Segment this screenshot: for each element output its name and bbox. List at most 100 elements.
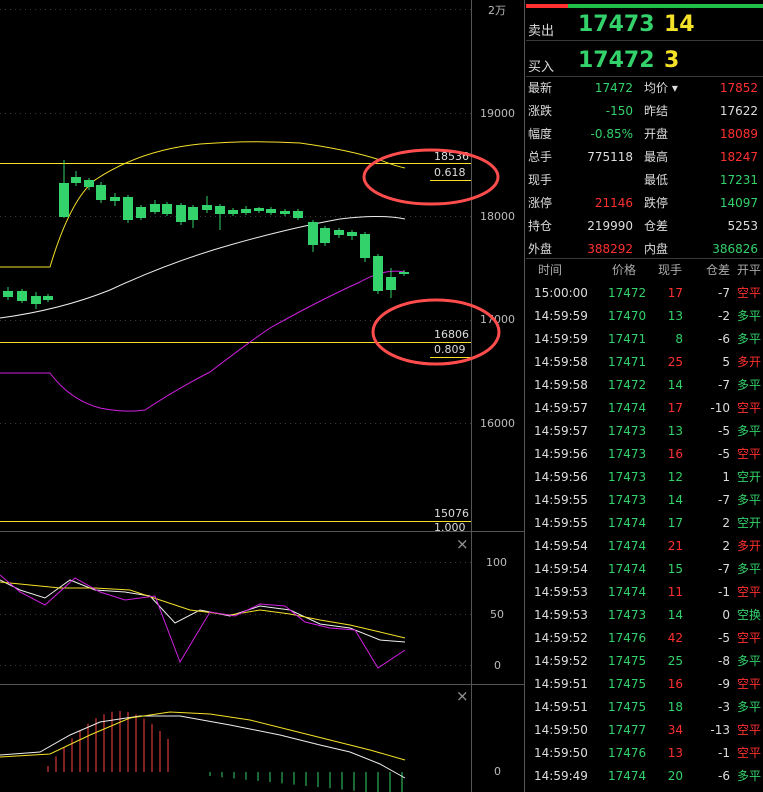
- fib-level-1000[interactable]: 15076 1.000: [0, 507, 471, 534]
- tick-price: 17474: [608, 562, 647, 576]
- stat-label: 持仓: [528, 219, 553, 233]
- tick-type: 空平: [737, 631, 762, 645]
- tick-time: 14:59:53: [534, 608, 588, 622]
- fib-level-0618[interactable]: 18536 0.618: [0, 150, 471, 181]
- tick-type: 多平: [737, 378, 762, 392]
- tick-diff: -6: [718, 769, 730, 783]
- tick-hand: 15: [667, 562, 683, 576]
- tick-row[interactable]: 14:59:57 17474 17 -10 空平: [526, 397, 763, 420]
- tick-row[interactable]: 14:59:54 17474 15 -7 多平: [526, 558, 763, 581]
- tick-time: 14:59:49: [534, 769, 588, 783]
- tick-type: 多开: [737, 355, 762, 369]
- tick-row[interactable]: 14:59:50 17476 13 -1 空平: [526, 742, 763, 765]
- tick-type: 多平: [737, 700, 762, 714]
- candle: [202, 196, 212, 213]
- fib-level-0809[interactable]: 16806 0.809: [0, 328, 471, 358]
- tick-diff: -1: [718, 585, 730, 599]
- tick-row[interactable]: 14:59:58 17471 25 5 多开: [526, 351, 763, 374]
- fib-ratio-label: 0.618: [434, 166, 466, 179]
- tick-row[interactable]: 14:59:50 17477 34 -13 空平: [526, 719, 763, 742]
- tick-hand: 16: [667, 447, 683, 461]
- buy-volume: 3: [664, 48, 680, 73]
- tick-price: 17475: [608, 677, 647, 691]
- stat-label: 开盘: [644, 127, 669, 141]
- tick-type: 多平: [737, 493, 762, 507]
- candle: [373, 254, 383, 294]
- candle: [266, 207, 276, 215]
- buy-quote-row[interactable]: 买入 17472 3: [526, 40, 763, 88]
- candle: [334, 228, 344, 238]
- tick-hand: 21: [667, 539, 683, 553]
- quote-panel: 卖出 17473 14 买入 17472 3 最新 17472 均价 ▾ 17852 涨…: [526, 0, 763, 792]
- stat-value: 17852: [719, 81, 758, 95]
- tick-time: 14:59:58: [534, 355, 588, 369]
- tick-hand: 20: [667, 769, 683, 783]
- tick-hand: 14: [667, 493, 683, 507]
- ticks-header: 时间 价格 现手 仓差 开平: [526, 260, 763, 280]
- tick-hand: 18: [667, 700, 683, 714]
- candle: [136, 205, 146, 220]
- header-type: 开平: [737, 263, 762, 277]
- tick-row[interactable]: 14:59:52 17476 42 -5 空平: [526, 627, 763, 650]
- tick-row[interactable]: 14:59:53 17474 11 -1 空平: [526, 581, 763, 604]
- stat-label: 内盘: [644, 242, 669, 256]
- stat-value: 14097: [719, 196, 758, 210]
- stat-label: 外盘: [528, 242, 553, 256]
- tick-row[interactable]: 14:59:49 17474 20 -6 多平: [526, 765, 763, 788]
- candle: [308, 220, 318, 252]
- sell-quote-row[interactable]: 卖出 17473 14: [526, 4, 763, 52]
- tick-row[interactable]: 15:00:00 17472 17 -7 空平: [526, 282, 763, 305]
- price-grid: [0, 9, 471, 424]
- candle: [150, 200, 160, 214]
- tick-row[interactable]: 14:59:55 17473 14 -7 多平: [526, 489, 763, 512]
- stat-value: 21146: [594, 196, 633, 210]
- tick-diff: -9: [718, 677, 730, 691]
- tick-price: 17475: [608, 700, 647, 714]
- tick-price: 17473: [608, 608, 647, 622]
- candle: [3, 287, 13, 300]
- close-icon[interactable]: ×: [456, 687, 469, 705]
- tick-row[interactable]: 14:59:51 17475 16 -9 空平: [526, 673, 763, 696]
- close-icon[interactable]: ×: [456, 535, 469, 553]
- tick-type: 多平: [737, 769, 762, 783]
- tick-row[interactable]: 14:59:56 17473 12 1 空开: [526, 466, 763, 489]
- tick-row[interactable]: 14:59:58 17472 14 -7 多平: [526, 374, 763, 397]
- annotation-ellipse[interactable]: [371, 298, 501, 366]
- tick-hand: 34: [667, 723, 683, 737]
- tick-row[interactable]: 14:59:57 17473 13 -5 多平: [526, 420, 763, 443]
- annotation-ellipse[interactable]: [362, 148, 500, 206]
- osc-axis-0: 0: [494, 659, 501, 672]
- header-price: 价格: [612, 263, 637, 277]
- candle: [96, 182, 106, 203]
- tick-hand: 12: [667, 470, 683, 484]
- candle: [31, 292, 41, 309]
- tick-row[interactable]: 14:59:55 17474 17 2 空开: [526, 512, 763, 535]
- tick-diff: 1: [722, 470, 730, 484]
- tick-row[interactable]: 14:59:53 17473 14 0 空换: [526, 604, 763, 627]
- tick-price: 17475: [608, 654, 647, 668]
- tick-type: 空开: [737, 516, 762, 530]
- tick-type: 空平: [737, 723, 762, 737]
- header-hand: 现手: [658, 263, 683, 277]
- tick-diff: 0: [722, 608, 730, 622]
- tick-row[interactable]: 14:59:54 17474 21 2 多开: [526, 535, 763, 558]
- stat-value: 219990: [587, 219, 633, 233]
- stat-value: 388292: [587, 242, 633, 256]
- tick-time: 14:59:52: [534, 631, 588, 645]
- tick-diff: -7: [718, 493, 730, 507]
- tick-row[interactable]: 14:59:51 17475 18 -3 多平: [526, 696, 763, 719]
- tick-row[interactable]: 14:59:52 17475 25 -8 多平: [526, 650, 763, 673]
- tick-diff: -3: [718, 700, 730, 714]
- buy-sell-ratio-bar-red: [526, 4, 568, 8]
- tick-row[interactable]: 14:59:59 17471 8 -6 多平: [526, 328, 763, 351]
- tick-row[interactable]: 14:59:56 17473 16 -5 空平: [526, 443, 763, 466]
- axis-tick-18000: 18000: [480, 210, 515, 223]
- tick-type: 空平: [737, 746, 762, 760]
- tick-time: 14:59:54: [534, 539, 588, 553]
- tick-price: 17474: [608, 401, 647, 415]
- tick-row[interactable]: 14:59:59 17470 13 -2 多平: [526, 305, 763, 328]
- tick-time: 14:59:50: [534, 723, 588, 737]
- tick-hand: 13: [667, 309, 683, 323]
- tick-price: 17473: [608, 424, 647, 438]
